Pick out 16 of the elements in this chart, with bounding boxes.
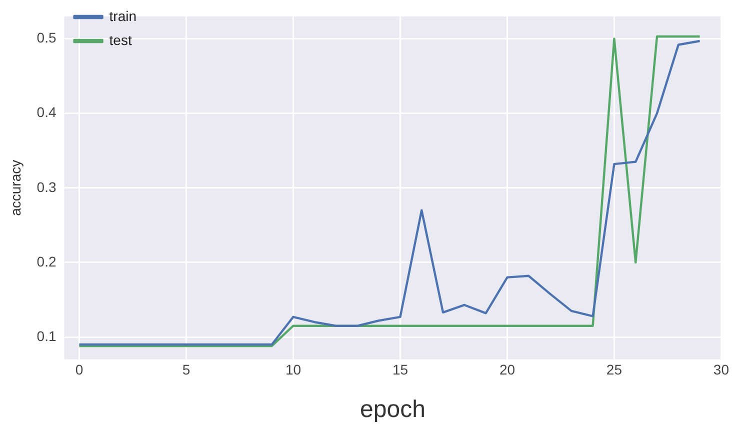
y-tick-label: 0.1 xyxy=(36,328,56,344)
y-tick-label: 0.4 xyxy=(36,104,56,120)
y-tick-label: 0.2 xyxy=(36,253,56,270)
x-axis-title: epoch xyxy=(360,396,426,424)
legend-label: test xyxy=(109,32,132,48)
x-tick-label: 5 xyxy=(182,362,190,378)
x-tick-label: 15 xyxy=(392,362,408,378)
y-tick-label: 0.3 xyxy=(36,178,56,195)
x-tick-label: 20 xyxy=(499,362,516,378)
legend-label: train xyxy=(109,8,136,24)
y-tick-label: 0.5 xyxy=(36,30,56,46)
x-tick-label: 25 xyxy=(606,362,622,378)
x-tick-label: 10 xyxy=(285,362,302,378)
x-tick-label: 0 xyxy=(75,362,84,378)
y-axis-title: accuracy xyxy=(7,160,24,216)
x-tick-label: 30 xyxy=(713,362,730,378)
